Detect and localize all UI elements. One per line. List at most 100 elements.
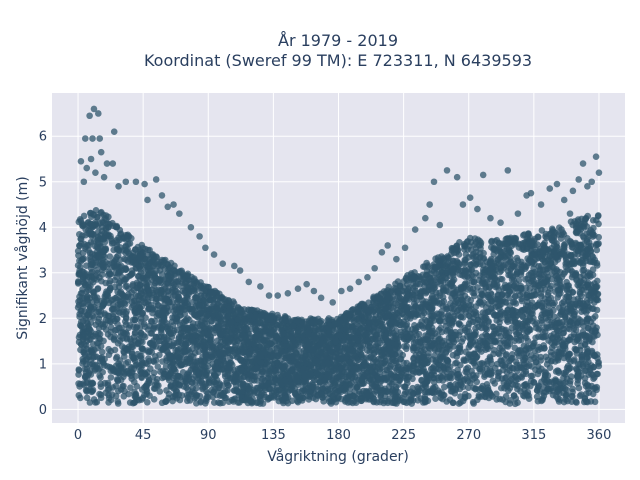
scatter-point [498, 276, 506, 283]
scatter-point [218, 293, 226, 301]
scatter-point [97, 342, 105, 350]
scatter-point [320, 398, 327, 405]
scatter-point [96, 330, 104, 338]
scatter-point [105, 351, 113, 359]
scatter-point [108, 237, 115, 245]
scatter-point [100, 337, 107, 345]
scatter-point [550, 307, 557, 314]
scatter-point [124, 358, 132, 366]
scatter-point [538, 317, 545, 324]
scatter-point [542, 332, 549, 340]
scatter-point [105, 345, 112, 353]
scatter-point [117, 302, 125, 309]
scatter-point [525, 271, 533, 279]
scatter-point [513, 330, 520, 338]
scatter-point [106, 253, 114, 260]
scatter-point [111, 346, 119, 354]
scatter-point [537, 293, 545, 300]
scatter-point [211, 399, 218, 406]
scatter-point [410, 339, 418, 347]
scatter-point [553, 240, 560, 247]
scatter-point [108, 391, 116, 398]
scatter-point [403, 345, 410, 353]
scatter-point [154, 363, 162, 370]
scatter-point [83, 394, 91, 402]
scatter-point [438, 328, 446, 336]
scatter-point [216, 392, 224, 400]
scatter-point [584, 273, 591, 280]
scatter-point [432, 395, 439, 403]
scatter-point [567, 218, 575, 225]
scatter-point [391, 334, 399, 342]
scatter-point [192, 294, 200, 302]
scatter-point [377, 378, 384, 386]
scatter-point [477, 368, 484, 375]
scatter-point [107, 374, 115, 381]
scatter-point [156, 388, 164, 395]
scatter-point [455, 251, 463, 258]
scatter-point [420, 324, 427, 332]
scatter-point [561, 312, 569, 319]
scatter-point [424, 377, 432, 385]
scatter-point [532, 324, 540, 332]
scatter-point [487, 295, 495, 303]
scatter-point [476, 360, 484, 368]
scatter-point [461, 259, 469, 266]
scatter-point [440, 284, 447, 291]
scatter-point [92, 221, 99, 229]
scatter-point [163, 387, 170, 394]
scatter-point [464, 295, 471, 303]
scatter-point [152, 357, 160, 364]
scatter-point [107, 324, 115, 331]
scatter-point [90, 289, 97, 296]
scatter-point [128, 375, 135, 383]
scatter-point [573, 276, 580, 284]
scatter-point [125, 285, 132, 293]
scatter-point [96, 274, 103, 281]
scatter-point [471, 292, 478, 300]
scatter-point [468, 272, 476, 280]
scatter-point [517, 261, 525, 269]
scatter-point [159, 367, 166, 375]
scatter-point [493, 390, 500, 398]
scatter-point [458, 296, 466, 304]
scatter-point [90, 396, 98, 403]
scatter-point [270, 378, 278, 386]
scatter-point [589, 266, 597, 273]
scatter-point [415, 330, 423, 338]
scatter-point [96, 372, 103, 379]
scatter-point [534, 387, 541, 394]
scatter-point [444, 311, 452, 319]
scatter-point [150, 396, 158, 403]
scatter-point [112, 355, 120, 362]
scatter-point [110, 336, 118, 344]
scatter-point [87, 261, 95, 269]
scatter-point [179, 369, 187, 376]
scatter-point [548, 344, 556, 352]
scatter-point [99, 348, 106, 356]
scatter-points [74, 105, 603, 408]
scatter-point [553, 339, 561, 346]
scatter-point [460, 357, 468, 365]
scatter-point [475, 393, 483, 401]
scatter-point [149, 374, 157, 381]
scatter-point [75, 392, 83, 399]
scatter-point [94, 285, 102, 292]
scatter-point [170, 307, 177, 315]
scatter-point [435, 336, 443, 343]
scatter-point [480, 266, 487, 274]
scatter-point [459, 397, 467, 405]
scatter-point [554, 357, 562, 364]
scatter-point [573, 399, 580, 406]
scatter-point [595, 360, 602, 367]
scatter-point [430, 374, 438, 382]
scatter-point [524, 337, 532, 345]
scatter-point [212, 379, 219, 387]
scatter-point [155, 286, 163, 294]
scatter-point [573, 241, 580, 248]
scatter-point [435, 310, 443, 318]
scatter-point [122, 266, 129, 273]
scatter-point [123, 248, 131, 255]
scatter-point [137, 266, 144, 273]
